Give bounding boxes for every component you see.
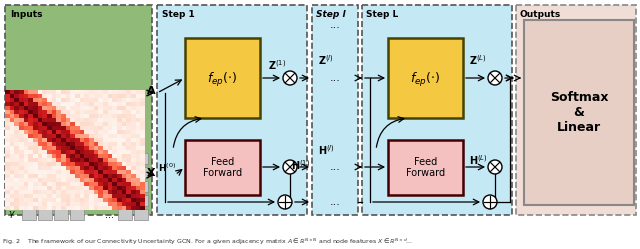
Text: ...: ... [330, 73, 340, 83]
Bar [118, 195, 132, 206]
Text: $\mathbf{Z}^{(L)}$: $\mathbf{Z}^{(L)}$ [469, 53, 486, 67]
Text: $\mathcal{N}$: $\mathcal{N}$ [70, 142, 82, 154]
Bar [22, 195, 36, 206]
Bar [54, 195, 68, 206]
Bar [118, 181, 132, 192]
Circle shape [488, 71, 502, 85]
Text: $\mathbf{Z}^{(l)}$: $\mathbf{Z}^{(l)}$ [318, 53, 333, 67]
Text: $\mathbf{H}^{(L)}$: $\mathbf{H}^{(L)}$ [469, 153, 488, 167]
Text: $\mathbf{H}^{(l)}$: $\mathbf{H}^{(l)}$ [318, 143, 335, 157]
Bar [388, 38, 463, 118]
Bar [38, 167, 52, 178]
Text: Step 1: Step 1 [162, 10, 195, 19]
Text: Feed
Forward: Feed Forward [406, 157, 445, 178]
Bar [118, 167, 132, 178]
Bar [134, 153, 148, 164]
Text: $\theta$: $\theta$ [8, 167, 15, 178]
Bar [38, 181, 52, 192]
Bar [134, 181, 148, 192]
Bar [38, 209, 52, 220]
Bar [22, 209, 36, 220]
Text: Softmax
&
Linear: Softmax & Linear [550, 90, 608, 133]
Circle shape [283, 160, 297, 174]
Bar [54, 209, 68, 220]
Text: $\mathbf{A}$: $\mathbf{A}$ [146, 84, 157, 96]
Text: $\alpha$: $\alpha$ [8, 182, 16, 191]
Text: Inputs: Inputs [10, 10, 42, 19]
Text: ...: ... [106, 168, 115, 178]
Bar [70, 153, 84, 164]
Text: $f_{ep}(\cdot)$: $f_{ep}(\cdot)$ [410, 71, 441, 89]
Text: Feed
Forward: Feed Forward [203, 157, 242, 178]
Bar [54, 153, 68, 164]
Circle shape [488, 160, 502, 174]
Text: $\beta$: $\beta$ [8, 194, 16, 207]
Bar [38, 153, 52, 164]
Text: $\mathbf{Z}^{(1)}$: $\mathbf{Z}^{(1)}$ [268, 58, 286, 72]
Text: $\delta$: $\delta$ [8, 153, 15, 164]
Bar [38, 195, 52, 206]
Bar [70, 181, 84, 192]
Bar [118, 209, 132, 220]
Bar [54, 167, 68, 178]
Bar [185, 38, 260, 118]
Bar [22, 167, 36, 178]
Bar [134, 195, 148, 206]
Bar [312, 5, 358, 215]
Text: ...: ... [330, 162, 340, 172]
Text: Step L: Step L [366, 10, 398, 19]
Text: ...: ... [106, 182, 115, 191]
Bar [22, 153, 36, 164]
Text: ...: ... [106, 195, 115, 205]
Text: $\mathbf{H}^{(1)}$: $\mathbf{H}^{(1)}$ [291, 158, 310, 172]
Bar [362, 5, 512, 215]
Bar [134, 209, 148, 220]
Text: ...: ... [106, 153, 115, 164]
Bar [54, 181, 68, 192]
Text: ...: ... [106, 209, 115, 220]
Bar [118, 153, 132, 164]
Circle shape [278, 195, 292, 209]
Text: $\mathbf{X}$: $\mathbf{X}$ [146, 166, 156, 178]
Bar [22, 181, 36, 192]
Text: Step l: Step l [316, 10, 346, 19]
Bar [5, 5, 152, 215]
Bar [185, 140, 260, 195]
Text: ...: ... [330, 20, 340, 30]
Text: $f_{ep}(\cdot)$: $f_{ep}(\cdot)$ [207, 71, 237, 89]
Text: ...: ... [330, 197, 340, 207]
Bar [516, 5, 636, 215]
Bar [388, 140, 463, 195]
Text: $\mathbf{H}^{(0)}$: $\mathbf{H}^{(0)}$ [158, 162, 176, 174]
Circle shape [283, 71, 297, 85]
Bar [134, 167, 148, 178]
Circle shape [483, 195, 497, 209]
Bar [524, 20, 634, 205]
Text: Outputs: Outputs [520, 10, 561, 19]
Bar [157, 5, 307, 215]
Bar [70, 195, 84, 206]
Text: Fig. 2    The framework of our Connectivity Uncertainty GCN. For a given adjacen: Fig. 2 The framework of our Connectivity… [2, 236, 413, 247]
Bar [70, 167, 84, 178]
Text: $\gamma$: $\gamma$ [8, 209, 16, 220]
Bar [70, 209, 84, 220]
